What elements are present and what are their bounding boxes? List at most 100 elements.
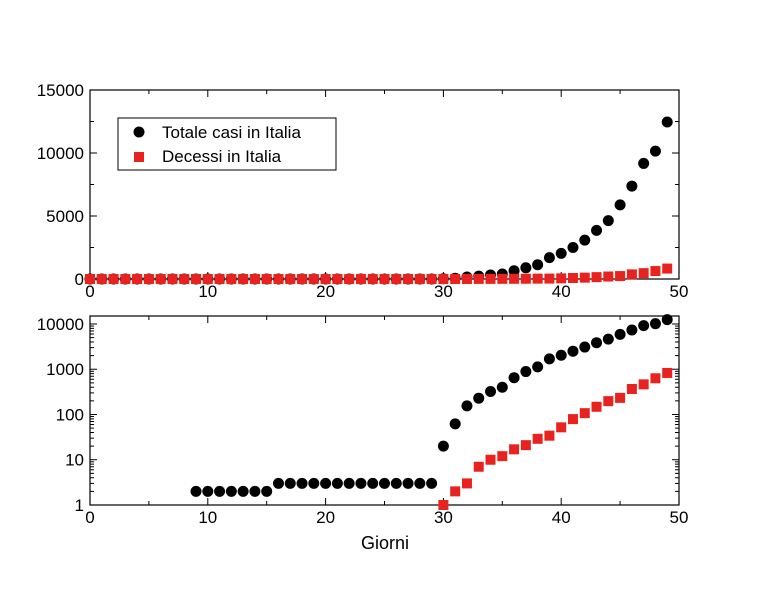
point-decessi [662,263,673,274]
x-tick-label: 0 [85,282,94,301]
point-totale-casi [496,381,508,393]
point-totale-casi [202,485,214,497]
point-decessi [603,271,614,282]
point-totale-casi [649,145,661,157]
point-decessi [556,273,567,284]
point-totale-casi [591,224,603,236]
point-decessi [285,274,296,284]
point-decessi [403,274,414,284]
point-decessi [238,274,249,284]
point-decessi [567,414,578,425]
point-decessi [426,274,437,284]
point-decessi [603,396,614,407]
point-totale-casi [602,215,614,227]
point-totale-casi [543,353,555,365]
point-totale-casi [237,485,249,497]
points-bottom [190,314,673,510]
point-decessi [202,274,213,284]
y-tick-label: 1 [75,496,84,515]
point-totale-casi [638,320,650,332]
point-totale-casi [426,477,438,489]
point-decessi [179,274,190,284]
point-decessi [591,272,602,283]
point-totale-casi [567,241,579,253]
y-tick-label: 10000 [37,144,84,163]
point-decessi [579,408,590,419]
point-totale-casi [449,418,461,430]
point-totale-casi [390,477,402,489]
point-decessi [567,273,578,284]
point-decessi [556,422,567,433]
point-totale-casi [272,477,284,489]
point-totale-casi [355,477,367,489]
x-axis-label: Giorni [361,533,409,553]
point-decessi [509,273,520,284]
point-totale-casi [261,485,273,497]
point-decessi [450,486,461,497]
point-decessi [96,274,107,284]
point-decessi [461,273,472,284]
point-totale-casi [461,400,473,412]
point-decessi [308,274,319,284]
point-totale-casi [579,341,591,353]
point-decessi [544,273,555,284]
legend-marker-decessi [134,152,144,162]
point-decessi [414,274,425,284]
point-decessi [473,461,484,472]
point-decessi [379,274,390,284]
point-decessi [143,274,154,284]
ticks-bottom: 0 10 20 30 40 50 1 10 100 1000 10000 [37,315,689,527]
legend-label-totale-casi: Totale casi in Italia [162,123,301,142]
legend-box [117,117,337,171]
point-totale-casi [532,259,544,271]
x-tick-label: 40 [552,508,571,527]
point-totale-casi [190,485,202,497]
point-decessi [261,274,272,284]
ticks-top: 0 10 20 30 40 50 0 5000 10000 15000 [37,81,689,301]
point-decessi [520,440,531,451]
point-decessi [132,274,143,284]
point-decessi [120,274,131,284]
point-totale-casi [626,180,638,192]
y-tick-label: 100 [56,405,84,424]
point-totale-casi [414,477,426,489]
x-tick-label: 40 [552,282,571,301]
point-totale-casi [320,477,332,489]
point-totale-casi [532,361,544,373]
point-decessi [297,274,308,284]
point-totale-casi [555,247,567,259]
point-decessi [626,383,637,394]
x-tick-label: 20 [316,508,335,527]
point-totale-casi [508,372,520,384]
point-totale-casi [485,386,497,398]
point-totale-casi [614,199,626,211]
point-decessi [579,272,590,283]
x-tick-label: 20 [316,282,335,301]
point-decessi [497,273,508,284]
x-tick-label: 10 [198,508,217,527]
point-totale-casi [214,485,226,497]
point-totale-casi [661,116,673,128]
point-decessi [485,273,496,284]
point-decessi [650,373,661,384]
point-totale-casi [296,477,308,489]
point-decessi [85,274,95,284]
point-decessi [249,274,260,284]
point-decessi [191,274,202,284]
point-totale-casi [331,477,343,489]
x-tick-label: 30 [434,508,453,527]
point-decessi [155,274,166,284]
point-decessi [461,478,472,489]
y-tick-label: 10 [65,451,84,470]
point-decessi [450,273,461,284]
y-tick-label: 15000 [37,81,84,100]
point-decessi [650,266,661,277]
plot-frame-bottom [89,315,680,506]
point-decessi [391,274,402,284]
y-tick-label: 10000 [37,315,84,334]
x-tick-label: 0 [85,508,94,527]
point-decessi [638,379,649,390]
point-decessi [473,273,484,284]
point-decessi [615,392,626,403]
